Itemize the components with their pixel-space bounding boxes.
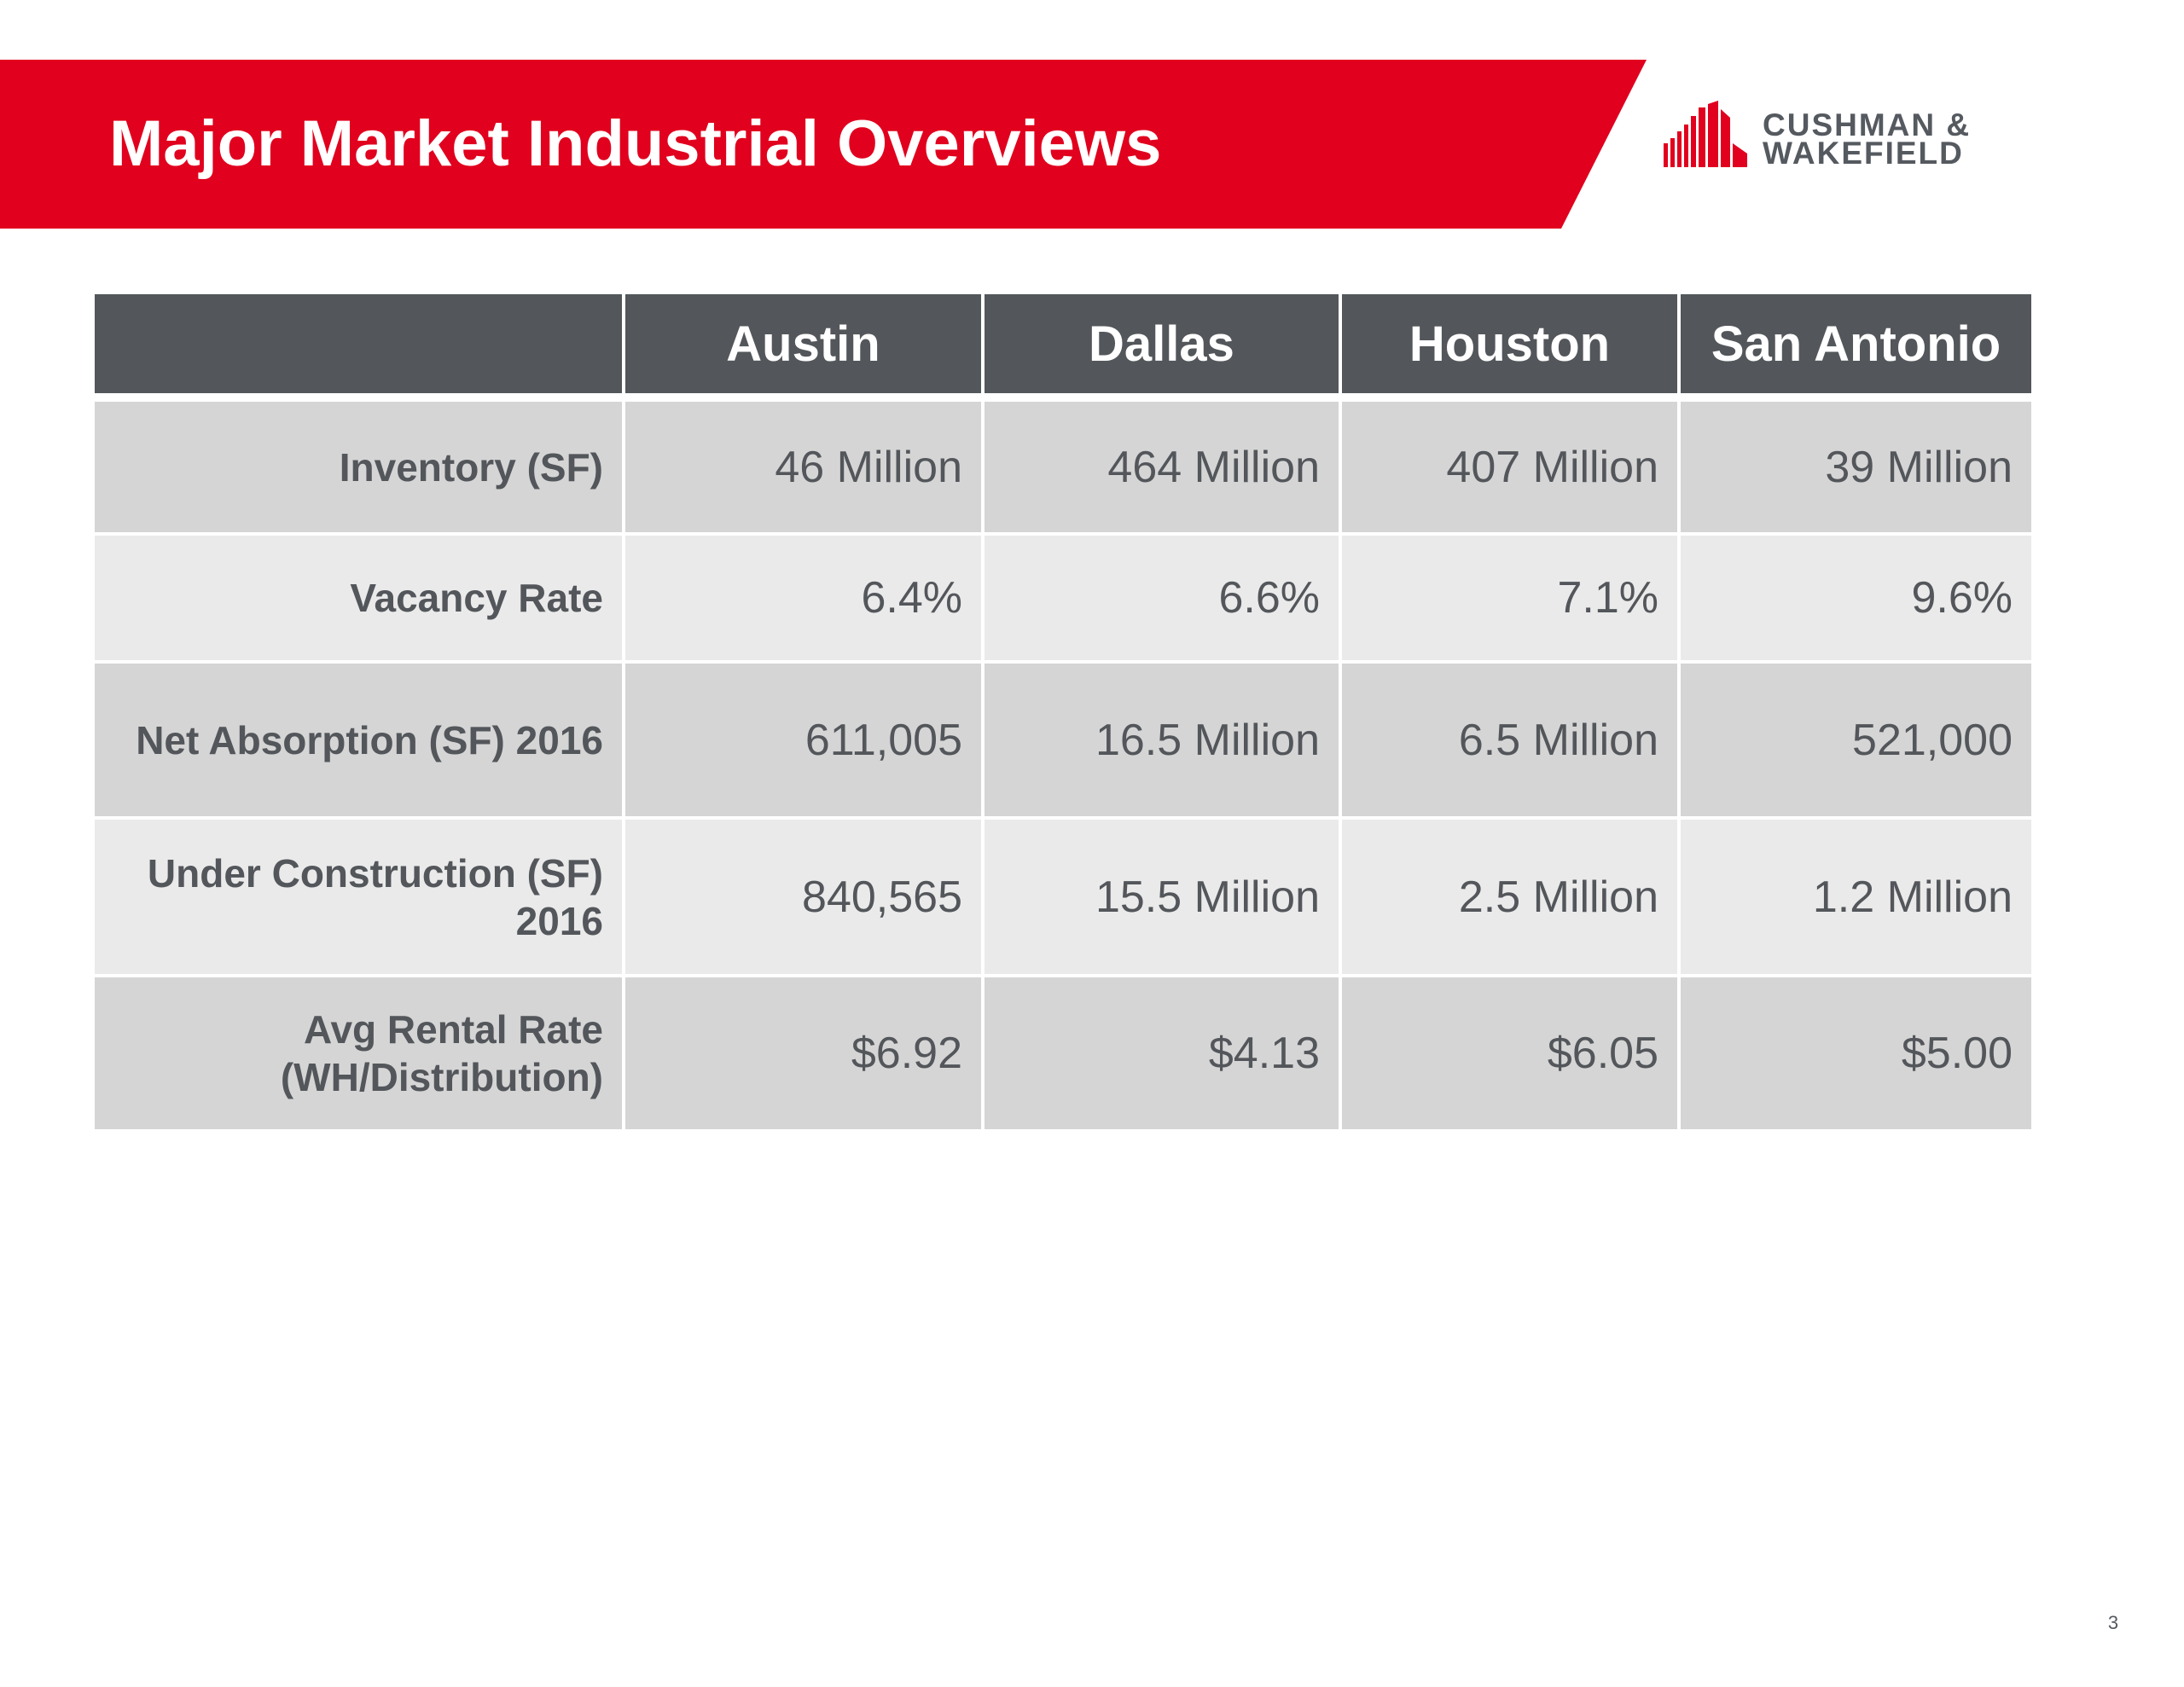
table-row-net-absorption: Net Absorption (SF) 2016 611,005 16.5 Mi… <box>95 664 2031 820</box>
table-cell: $5.00 <box>1681 977 2031 1133</box>
page-title: Major Market Industrial Overviews <box>109 107 1162 180</box>
table-row-vacancy-rate: Vacancy Rate 6.4% 6.6% 7.1% 9.6% <box>95 536 2031 664</box>
company-logo: CUSHMAN & WAKEFIELD <box>1662 101 1978 177</box>
row-label: Vacancy Rate <box>95 536 625 664</box>
table-cell: $6.92 <box>625 977 985 1133</box>
table-header-row: Austin Dallas Houston San Antonio <box>95 294 2031 402</box>
title-banner: Major Market Industrial Overviews <box>0 60 1647 229</box>
header-cell-houston: Houston <box>1342 294 1681 402</box>
table-cell: 840,565 <box>625 820 985 977</box>
row-label: Inventory (SF) <box>95 402 625 536</box>
table-cell: 611,005 <box>625 664 985 820</box>
table-cell: 16.5 Million <box>985 664 1342 820</box>
table-cell: 9.6% <box>1681 536 2031 664</box>
table-cell: 1.2 Million <box>1681 820 2031 977</box>
row-label: Avg Rental Rate (WH/Distribution) <box>95 977 625 1133</box>
building-bars-logo-icon <box>1664 101 1747 167</box>
table-cell: 7.1% <box>1342 536 1681 664</box>
table-cell: 39 Million <box>1681 402 2031 536</box>
table-cell: 2.5 Million <box>1342 820 1681 977</box>
table-cell: $6.05 <box>1342 977 1681 1133</box>
title-banner-shape <box>0 60 1647 229</box>
header-cell-empty <box>95 294 625 402</box>
row-label: Net Absorption (SF) 2016 <box>95 664 625 820</box>
table-row-under-construction: Under Construction (SF) 2016 840,565 15.… <box>95 820 2031 977</box>
header-cell-dallas: Dallas <box>985 294 1342 402</box>
table-row-avg-rental-rate: Avg Rental Rate (WH/Distribution) $6.92 … <box>95 977 2031 1133</box>
table-cell: 46 Million <box>625 402 985 536</box>
logo-line-2: WAKEFIELD <box>1763 136 1964 171</box>
table-cell: 407 Million <box>1342 402 1681 536</box>
logo-line-1: CUSHMAN & <box>1763 107 1972 142</box>
table-cell: 6.6% <box>985 536 1342 664</box>
table-cell: 521,000 <box>1681 664 2031 820</box>
header-cell-san-antonio: San Antonio <box>1681 294 2031 402</box>
header-cell-austin: Austin <box>625 294 985 402</box>
table-row-inventory: Inventory (SF) 46 Million 464 Million 40… <box>95 402 2031 536</box>
table-cell: 464 Million <box>985 402 1342 536</box>
row-label: Under Construction (SF) 2016 <box>95 820 625 977</box>
table-cell: 15.5 Million <box>985 820 1342 977</box>
table-cell: $4.13 <box>985 977 1342 1133</box>
page-number: 3 <box>2107 1612 2119 1633</box>
table-cell: 6.4% <box>625 536 985 664</box>
table-cell: 6.5 Million <box>1342 664 1681 820</box>
logo-wordmark: CUSHMAN & WAKEFIELD <box>1763 107 1972 171</box>
market-overview-table: Austin Dallas Houston San Antonio Invent… <box>95 294 2031 1133</box>
